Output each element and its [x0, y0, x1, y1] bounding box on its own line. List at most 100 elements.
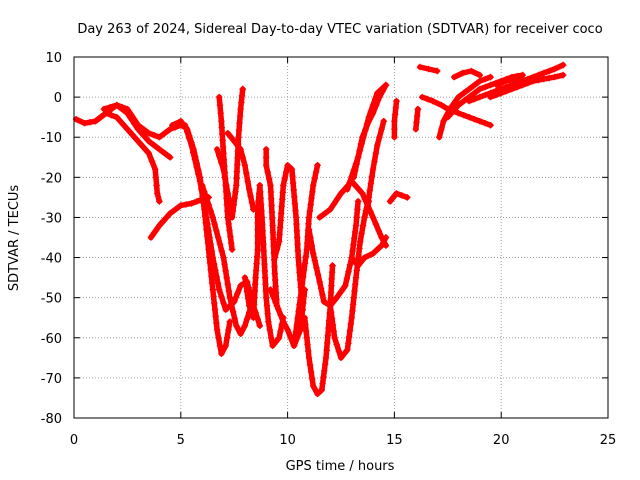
- data-point: [344, 346, 351, 353]
- data-point: [476, 71, 483, 79]
- data-point: [220, 299, 227, 307]
- data-point: [241, 274, 249, 281]
- data-point: [277, 327, 284, 335]
- data-point: [259, 220, 266, 228]
- data-point: [413, 119, 420, 126]
- data-point: [378, 126, 385, 133]
- data-point: [324, 339, 331, 347]
- data-point: [237, 146, 244, 153]
- data-point: [100, 105, 108, 113]
- data-point: [225, 326, 232, 333]
- data-point: [559, 61, 567, 69]
- data-point: [228, 246, 236, 253]
- data-point: [310, 182, 317, 189]
- data-point: [352, 160, 360, 167]
- data-point: [369, 250, 377, 257]
- data-point: [268, 208, 276, 216]
- data-point: [244, 295, 252, 302]
- data-point: [238, 92, 246, 99]
- data-point: [365, 114, 372, 121]
- data-point: [182, 201, 190, 208]
- data-point: [263, 162, 270, 169]
- data-point: [269, 292, 277, 300]
- data-point: [213, 146, 221, 153]
- data-series: [72, 61, 567, 398]
- data-point: [316, 214, 323, 221]
- data-point: [263, 302, 271, 309]
- data-point: [398, 192, 406, 199]
- data-point: [502, 77, 509, 85]
- data-point: [203, 214, 210, 221]
- data-point: [235, 127, 243, 134]
- data-point: [354, 206, 361, 213]
- data-point: [314, 390, 321, 398]
- data-point: [222, 342, 229, 349]
- data-point: [374, 142, 381, 149]
- data-point: [107, 103, 114, 111]
- data-point: [460, 97, 467, 105]
- data-point: [280, 318, 287, 325]
- data-point: [305, 347, 312, 355]
- data-point: [193, 163, 200, 171]
- data-point: [378, 85, 385, 93]
- data-point: [351, 235, 358, 242]
- data-point: [524, 79, 532, 87]
- data-point: [449, 107, 457, 115]
- data-point: [466, 97, 473, 105]
- data-point: [215, 234, 222, 241]
- data-point: [451, 99, 458, 107]
- data-point: [177, 118, 184, 125]
- data-point: [293, 227, 301, 234]
- data-point: [322, 354, 330, 361]
- data-point: [262, 287, 270, 295]
- data-point: [366, 187, 373, 194]
- data-point: [243, 288, 251, 295]
- data-point: [161, 130, 168, 137]
- data-point: [444, 114, 451, 121]
- data-point: [269, 229, 277, 236]
- data-point: [243, 170, 250, 177]
- data-point: [206, 234, 213, 241]
- data-point: [156, 134, 163, 141]
- data-point: [108, 112, 115, 119]
- data-point: [307, 234, 314, 241]
- data-point: [270, 236, 277, 243]
- data-point: [242, 281, 250, 288]
- data-point: [359, 190, 366, 197]
- data-point: [252, 274, 259, 281]
- series-arc-12: [256, 182, 287, 349]
- data-point: [269, 222, 276, 229]
- data-point: [276, 224, 284, 231]
- data-point: [294, 247, 302, 255]
- data-point: [367, 107, 375, 115]
- data-point: [238, 99, 245, 106]
- data-point: [291, 193, 298, 200]
- data-point: [211, 306, 219, 313]
- data-point: [227, 233, 234, 240]
- data-point: [346, 327, 354, 334]
- data-point: [233, 322, 240, 329]
- data-point: [330, 328, 337, 335]
- data-point: [433, 67, 441, 75]
- data-point: [152, 166, 159, 173]
- data-point: [337, 354, 345, 361]
- data-point: [320, 373, 327, 381]
- series-arc-28: [416, 63, 441, 75]
- data-point: [466, 114, 473, 121]
- data-point: [298, 287, 305, 294]
- data-point: [328, 275, 335, 283]
- plot-frame: [73, 56, 609, 419]
- data-point: [352, 281, 359, 288]
- data-point: [216, 241, 224, 248]
- data-point: [392, 104, 399, 111]
- data-point: [305, 226, 313, 233]
- y-tick-label: -30: [41, 211, 62, 226]
- data-point: [299, 280, 306, 288]
- data-point: [540, 69, 548, 77]
- data-point: [374, 89, 381, 97]
- x-tick-label: 20: [493, 433, 510, 448]
- y-tick-label: 0: [54, 91, 62, 106]
- data-point: [263, 294, 270, 301]
- series-arc-2: [92, 110, 163, 205]
- data-point: [134, 126, 142, 133]
